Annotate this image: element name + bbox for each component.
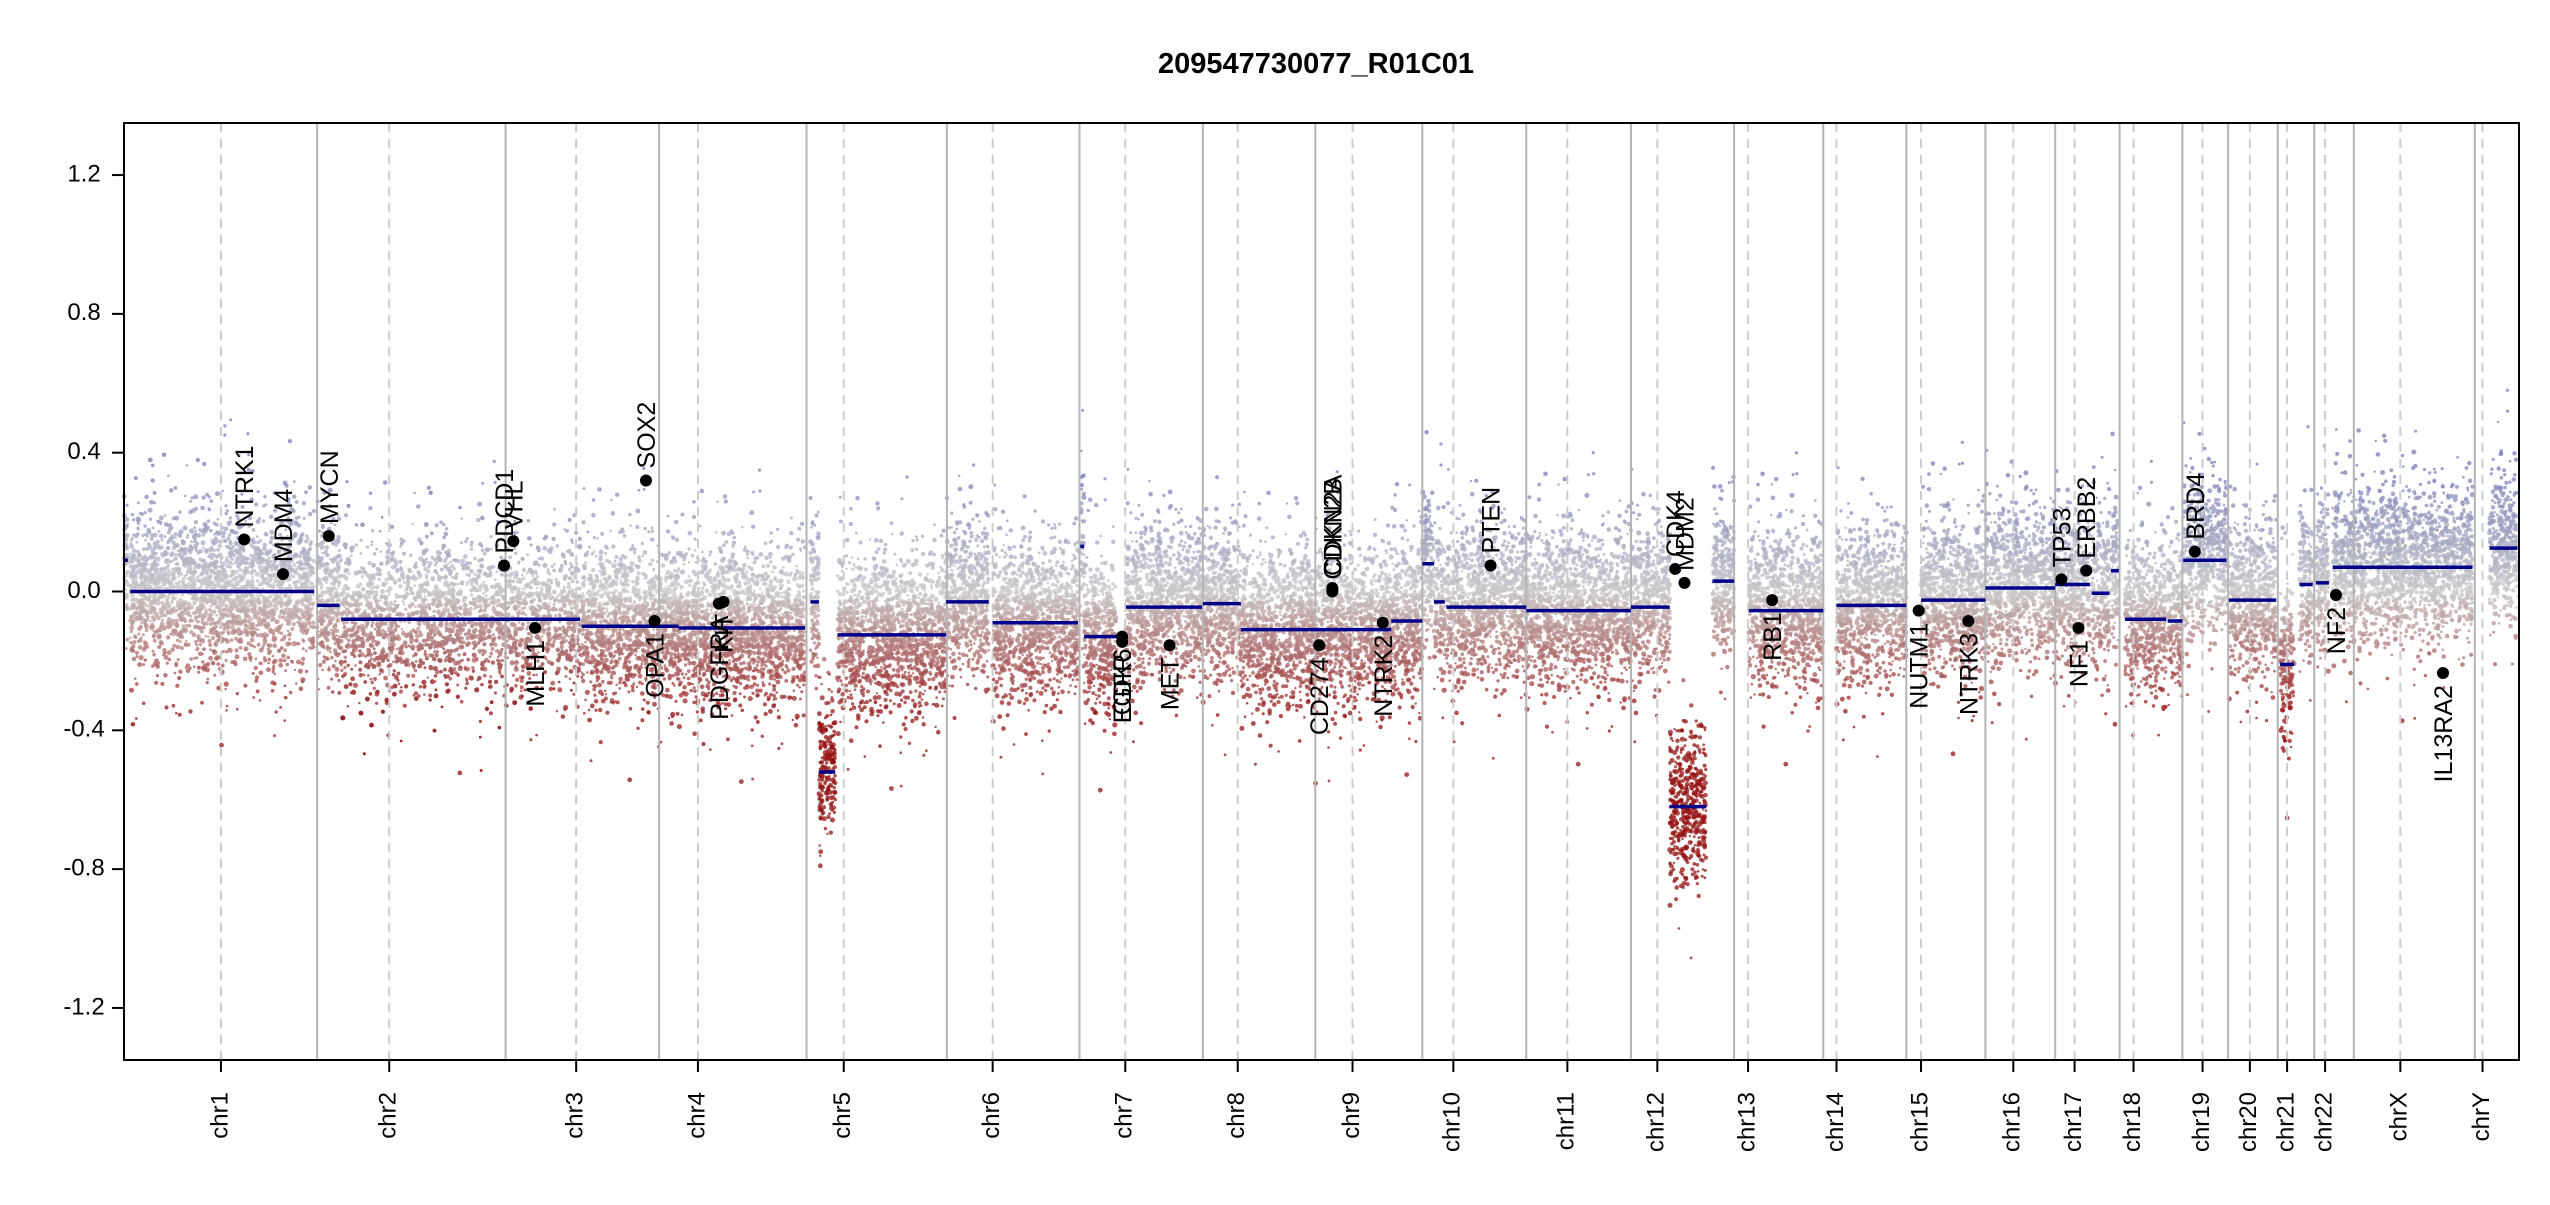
gene-label: PTEN xyxy=(1478,487,1506,554)
gene-marker xyxy=(498,559,510,571)
gene-marker xyxy=(1116,631,1128,643)
gene-label: NUTM1 xyxy=(1906,623,1934,709)
x-tick-label: chr1 xyxy=(206,1092,233,1139)
x-tick-label: chr20 xyxy=(2235,1092,2262,1152)
gene-label: TP53 xyxy=(2048,508,2076,568)
gene-marker xyxy=(1485,559,1497,571)
gene-label: VHL xyxy=(500,480,528,529)
y-tick-label: -1.2 xyxy=(63,993,104,1020)
x-tick-label: chr22 xyxy=(2310,1092,2337,1152)
x-tick-label: chr16 xyxy=(1999,1092,2026,1152)
gene-marker xyxy=(2055,573,2067,585)
x-tick-label: chr21 xyxy=(2272,1092,2299,1152)
gene-label: NTRK3 xyxy=(1955,633,1983,715)
x-tick-label: chr4 xyxy=(683,1092,710,1139)
gene-label: CDK6 xyxy=(1109,649,1137,716)
gene-marker xyxy=(1313,639,1325,651)
gene-label: RB1 xyxy=(1759,612,1787,661)
x-tick-label: chr11 xyxy=(1553,1092,1580,1150)
y-tick-label: 0.8 xyxy=(67,299,100,326)
gene-label: KIT xyxy=(711,614,739,653)
x-tick-label: chr9 xyxy=(1338,1092,1365,1139)
gene-marker xyxy=(507,535,519,547)
gene-marker xyxy=(2189,546,2201,558)
gene-label: IL13RA2 xyxy=(2430,685,2458,782)
gene-label: BRD4 xyxy=(2182,473,2210,540)
x-tick-label: chrY xyxy=(2468,1092,2495,1141)
x-tick-label: chr3 xyxy=(562,1092,589,1139)
gene-marker xyxy=(1913,605,1925,617)
x-tick-label: chr12 xyxy=(1643,1092,1670,1152)
gene-marker xyxy=(323,530,335,542)
gene-marker xyxy=(238,533,250,545)
y-tick-label: 0.0 xyxy=(67,577,100,604)
x-tick-label: chr14 xyxy=(1822,1092,1849,1152)
gene-marker xyxy=(640,474,652,486)
x-tick-label: chrX xyxy=(2386,1092,2413,1141)
gene-label: MDM4 xyxy=(270,488,298,562)
gene-label: MLH1 xyxy=(522,640,550,707)
y-tick-label: -0.8 xyxy=(63,854,104,881)
x-tick-label: chr17 xyxy=(2060,1092,2087,1152)
gene-marker xyxy=(277,568,289,580)
x-tick-label: chr8 xyxy=(1223,1092,1250,1139)
gene-marker xyxy=(2437,667,2449,679)
x-tick-label: chr7 xyxy=(1111,1092,1138,1139)
x-tick-label: chr19 xyxy=(2188,1092,2215,1152)
gene-marker xyxy=(1377,617,1389,629)
gene-marker xyxy=(1678,577,1690,589)
y-tick-label: 1.2 xyxy=(67,160,100,187)
gene-label: OPA1 xyxy=(641,633,669,698)
gene-marker xyxy=(1766,594,1778,606)
gene-label: MDM2 xyxy=(1671,497,1699,571)
x-tick-label: chr5 xyxy=(829,1092,856,1139)
x-tick-label: chr10 xyxy=(1439,1092,1466,1152)
gene-label: MYCN xyxy=(316,450,344,524)
gene-marker xyxy=(1962,615,1974,627)
x-tick-label: chr2 xyxy=(375,1092,402,1139)
gene-label: NTRK1 xyxy=(231,445,259,527)
x-tick-label: chr15 xyxy=(1906,1092,1933,1152)
gene-label: NF2 xyxy=(2323,607,2351,654)
gene-marker xyxy=(1326,586,1338,598)
gene-label: CDKN2B xyxy=(1319,478,1347,579)
x-tick-label: chr18 xyxy=(2119,1092,2146,1152)
y-tick-label: -0.4 xyxy=(63,716,104,743)
x-tick-label: chr13 xyxy=(1733,1092,1760,1152)
x-tick-label: chr6 xyxy=(978,1092,1005,1139)
gene-label: CD274 xyxy=(1306,657,1334,735)
gene-label: NF1 xyxy=(2065,640,2093,687)
gene-marker xyxy=(529,622,541,634)
y-tick-label: 0.4 xyxy=(67,438,100,465)
gene-marker xyxy=(718,596,730,608)
gene-marker xyxy=(2330,589,2342,601)
gene-marker xyxy=(2072,622,2084,634)
gene-marker xyxy=(648,615,660,627)
chart-title: 209547730077_R01C01 xyxy=(1158,48,1474,80)
gene-label: NTRK2 xyxy=(1370,635,1398,717)
gene-label: ERBB2 xyxy=(2073,477,2101,559)
gene-marker xyxy=(2080,565,2092,577)
gene-label: MET xyxy=(1156,657,1184,710)
gene-marker xyxy=(1163,639,1175,651)
gene-label: SOX2 xyxy=(633,402,661,469)
